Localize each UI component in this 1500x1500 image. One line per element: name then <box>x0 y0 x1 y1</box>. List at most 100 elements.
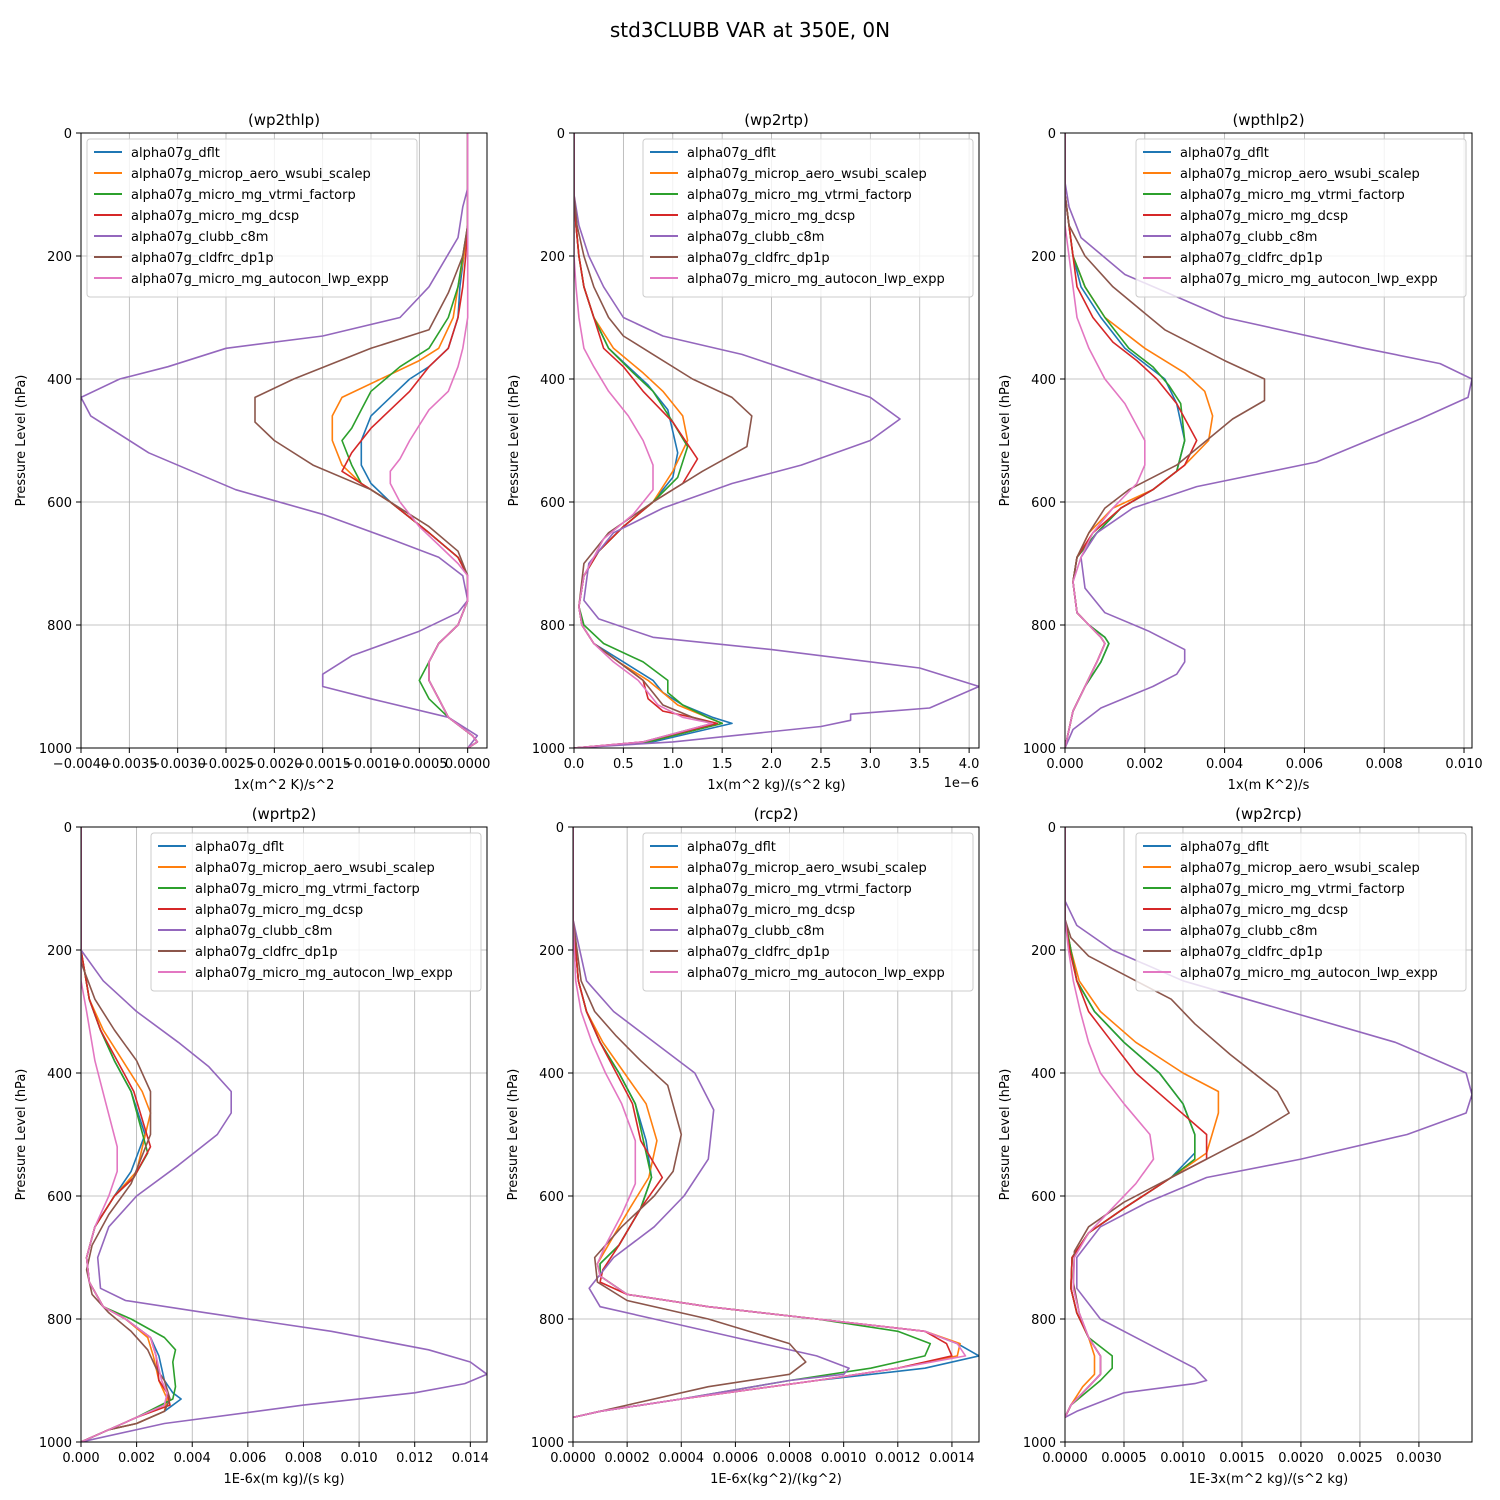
x-tick-label: 0.0008 <box>767 1451 813 1466</box>
y-tick-label: 400 <box>540 373 565 388</box>
x-tick-label: 0.012 <box>396 1451 433 1466</box>
y-tick-label: 1000 <box>39 742 72 757</box>
y-tick-label: 200 <box>1031 250 1056 265</box>
x-tick-label: 0.0005 <box>1101 1451 1147 1466</box>
y-tick-label: 0 <box>556 821 564 836</box>
legend-label: alpha07g_dflt <box>1180 146 1269 161</box>
subplot-4: 0.000 0.002 0.004 0.006 0.008 0.010 0.012 0.014… <box>14 805 489 1487</box>
subplot-title: (wprtp2) <box>252 805 317 823</box>
legend-label: alpha07g_cldfrc_dp1p <box>1180 945 1323 960</box>
x-tick-label: 0.0006 <box>713 1451 759 1466</box>
y-axis-label: Pressure Level (hPa) <box>506 1069 521 1201</box>
x-tick-label: 0.010 <box>1445 757 1482 772</box>
x-tick-label: 0.0000 <box>1042 1451 1088 1466</box>
legend-label: alpha07g_micro_mg_vtrmi_factorp <box>131 188 356 203</box>
legend-label: alpha07g_micro_mg_vtrmi_factorp <box>687 188 912 203</box>
legend: alpha07g_dflt alpha07g_microp_aero_wsubi_… <box>1135 138 1467 298</box>
legend-label: alpha07g_micro_mg_vtrmi_factorp <box>1180 882 1405 897</box>
x-tick-label: 0.004 <box>174 1451 211 1466</box>
plot-frame <box>1064 826 1473 1443</box>
y-tick-label: 1000 <box>1023 1436 1056 1451</box>
legend-label: alpha07g_dflt <box>195 840 284 855</box>
series-line-alpha07g_cldfrc_dp1p <box>574 133 753 748</box>
x-axis-label: 1x(m K^2)/s <box>1228 778 1310 793</box>
x-tick-label: 0.006 <box>229 1451 266 1466</box>
plot-frame <box>573 132 980 749</box>
legend-label: alpha07g_micro_mg_dcsp <box>131 209 299 224</box>
x-tick-label: 3.0 <box>860 757 881 772</box>
x-tick-label: 0.0010 <box>1160 1451 1206 1466</box>
figure-title: std3CLUBB VAR at 350E, 0N <box>610 18 890 42</box>
legend: alpha07g_dflt alpha07g_microp_aero_wsubi_… <box>642 832 974 992</box>
plot-frame <box>1064 132 1473 749</box>
y-tick-label: 600 <box>47 1190 72 1205</box>
y-tick-label: 0 <box>1048 821 1056 836</box>
legend-label: alpha07g_micro_mg_autocon_lwp_expp <box>1180 966 1438 981</box>
x-tick-label: 0.0025 <box>1337 1451 1383 1466</box>
legend-label: alpha07g_micro_mg_vtrmi_factorp <box>195 882 420 897</box>
x-tick-label: 0.0010 <box>821 1451 867 1466</box>
series-line-alpha07g_micro_mg_autocon_lwp_expp <box>573 827 967 1419</box>
subplot-2: 0.0 0.5 1.0 1.5 2.0 2.5 3.0 3.5 4.0 0 200 400 600 800… <box>507 111 980 793</box>
x-tick-label: 0.0002 <box>604 1451 650 1466</box>
legend-label: alpha07g_cldfrc_dp1p <box>195 945 338 960</box>
series-line-alpha07g_clubb_c8m <box>573 827 850 1419</box>
x-tick-label: −0.0020 <box>246 757 302 772</box>
x-axis-label: 1E-3x(m^2 kg)/(s^2 kg) <box>1189 1472 1348 1487</box>
x-tick-label: 0.004 <box>1206 757 1243 772</box>
y-tick-label: 200 <box>47 944 72 959</box>
x-tick-label: 0.0030 <box>1396 1451 1442 1466</box>
legend-label: alpha07g_micro_mg_autocon_lwp_expp <box>131 272 389 287</box>
y-tick-label: 600 <box>1031 496 1056 511</box>
x-tick-label: 0.0020 <box>1278 1451 1324 1466</box>
legend-label: alpha07g_micro_mg_vtrmi_factorp <box>1180 188 1405 203</box>
x-tick-label: 0.010 <box>340 1451 377 1466</box>
x-tick-label: −0.0005 <box>391 757 447 772</box>
x-tick-label: 0.0015 <box>1219 1451 1265 1466</box>
x-tick-label: 1.5 <box>712 757 733 772</box>
x-tick-label: 0.002 <box>1126 757 1163 772</box>
series-line-alpha07g_clubb_c8m <box>81 827 487 1442</box>
legend-label: alpha07g_clubb_c8m <box>131 230 268 245</box>
legend-label: alpha07g_microp_aero_wsubi_scalep <box>687 861 927 876</box>
x-tick-label: 0.5 <box>613 757 634 772</box>
legend-label: alpha07g_micro_mg_dcsp <box>687 903 855 918</box>
legend-label: alpha07g_dflt <box>687 840 776 855</box>
legend-label: alpha07g_clubb_c8m <box>195 924 332 939</box>
series-line-alpha07g_micro_mg_autocon_lwp_expp <box>81 827 168 1442</box>
x-offset-label: 1e−6 <box>944 776 979 791</box>
y-tick-label: 1000 <box>1023 742 1056 757</box>
y-tick-label: 600 <box>1031 1190 1056 1205</box>
x-tick-label: 0.000 <box>1046 757 1083 772</box>
x-tick-label: 4.0 <box>959 757 980 772</box>
legend: alpha07g_dflt alpha07g_microp_aero_wsubi_… <box>86 138 418 298</box>
subplot-title: (rcp2) <box>754 805 799 823</box>
legend-label: alpha07g_cldfrc_dp1p <box>131 251 274 266</box>
y-tick-label: 1000 <box>531 1436 564 1451</box>
y-tick-label: 0 <box>1048 127 1056 142</box>
series-line-alpha07g_clubb_c8m <box>81 133 479 748</box>
subplot-3: 0.000 0.002 0.004 0.006 0.008 0.010 0 200 400 600… <box>998 111 1483 793</box>
y-axis-label: Pressure Level (hPa) <box>507 375 522 507</box>
x-tick-label: 2.5 <box>811 757 832 772</box>
legend: alpha07g_dflt alpha07g_microp_aero_wsubi_… <box>642 138 974 298</box>
x-tick-label: 0.000 <box>62 1451 99 1466</box>
y-tick-label: 800 <box>1031 619 1056 634</box>
y-tick-label: 0 <box>64 127 72 142</box>
x-tick-label: −0.0030 <box>149 757 205 772</box>
y-axis-label: Pressure Level (hPa) <box>998 375 1013 507</box>
subplot-title: (wp2rtp) <box>744 111 809 129</box>
y-tick-label: 800 <box>1031 1313 1056 1328</box>
y-tick-label: 1000 <box>39 1436 72 1451</box>
x-tick-label: 0.0004 <box>659 1451 705 1466</box>
y-tick-label: 0 <box>64 821 72 836</box>
legend-label: alpha07g_micro_mg_dcsp <box>687 209 855 224</box>
y-tick-label: 600 <box>540 496 565 511</box>
y-tick-label: 0 <box>557 127 565 142</box>
legend-label: alpha07g_cldfrc_dp1p <box>687 251 830 266</box>
x-tick-label: 2.0 <box>761 757 782 772</box>
legend-label: alpha07g_dflt <box>131 146 220 161</box>
x-axis-label: 1x(m^2 kg)/(s^2 kg) <box>707 778 845 793</box>
plot-frame <box>572 826 980 1443</box>
